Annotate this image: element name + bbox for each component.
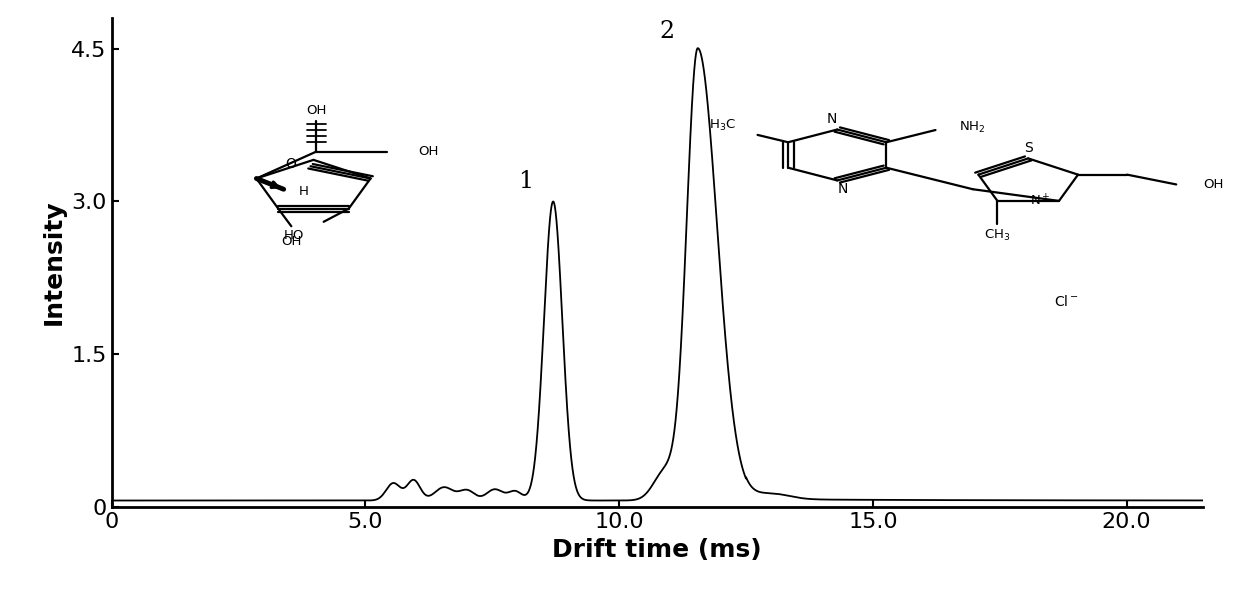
Text: OH: OH xyxy=(281,235,301,248)
Text: 1: 1 xyxy=(517,170,533,193)
Text: OH: OH xyxy=(1204,178,1224,191)
Text: HO: HO xyxy=(284,229,304,242)
Text: N$^+$: N$^+$ xyxy=(1029,193,1050,208)
Text: O: O xyxy=(285,157,296,171)
Text: H$_3$C: H$_3$C xyxy=(709,118,737,133)
Text: OH: OH xyxy=(418,145,438,158)
Text: NH$_2$: NH$_2$ xyxy=(960,120,986,135)
Text: N: N xyxy=(827,112,837,126)
Text: CH$_3$: CH$_3$ xyxy=(985,227,1011,243)
Text: OH: OH xyxy=(306,104,326,117)
Y-axis label: Intensity: Intensity xyxy=(42,200,66,325)
Text: Cl$^-$: Cl$^-$ xyxy=(1054,294,1079,309)
X-axis label: Drift time (ms): Drift time (ms) xyxy=(552,538,763,562)
Text: H: H xyxy=(299,185,309,198)
Text: 2: 2 xyxy=(660,20,675,44)
Text: S: S xyxy=(1024,141,1033,155)
Text: N: N xyxy=(837,182,848,196)
